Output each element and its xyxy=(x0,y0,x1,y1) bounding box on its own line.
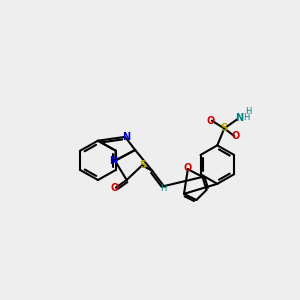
Text: O: O xyxy=(110,183,118,193)
Text: H: H xyxy=(245,107,251,116)
Text: O: O xyxy=(231,131,239,141)
Text: N: N xyxy=(235,112,243,123)
Text: N: N xyxy=(110,156,118,166)
Text: H: H xyxy=(160,184,166,193)
Text: S: S xyxy=(221,123,228,134)
Text: H: H xyxy=(244,113,250,122)
Text: S: S xyxy=(139,160,146,170)
Text: O: O xyxy=(184,164,192,173)
Text: O: O xyxy=(207,116,215,126)
Text: N: N xyxy=(122,132,130,142)
